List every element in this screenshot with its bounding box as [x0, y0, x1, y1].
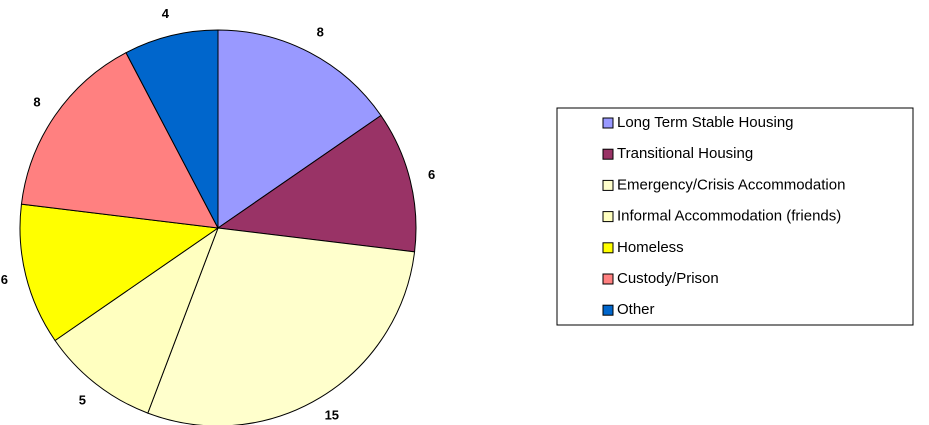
- pie-slice: [216, 114, 417, 253]
- value-label: 8: [33, 94, 40, 109]
- value-label: 8: [317, 25, 324, 40]
- legend-swatch: [602, 179, 614, 191]
- pie-slice: [217, 29, 382, 229]
- pie-slice: [54, 226, 220, 414]
- legend-label: Informal Accommodation (friends): [617, 208, 841, 225]
- legend-swatch: [602, 117, 614, 129]
- value-label: 15: [325, 408, 339, 423]
- legend-swatch: [602, 211, 614, 223]
- legend-label: Emergency/Crisis Accommodation: [617, 176, 845, 193]
- legend-swatch: [602, 273, 614, 285]
- legend-swatch: [602, 242, 614, 254]
- legend-label: Homeless: [617, 239, 684, 256]
- legend-label: Other: [617, 301, 655, 318]
- value-label: 5: [79, 393, 86, 408]
- value-label: 6: [428, 167, 435, 182]
- value-label: 4: [162, 6, 170, 21]
- legend-label: Long Term Stable Housing: [617, 114, 794, 131]
- pie-slice: [125, 29, 219, 229]
- pie-slice: [19, 203, 220, 342]
- pie-slice: [147, 227, 416, 425]
- legend-label: Custody/Prison: [617, 270, 719, 287]
- legend-swatch: [602, 148, 614, 160]
- value-label: 6: [1, 272, 8, 287]
- legend-box: [556, 107, 914, 326]
- legend-swatch: [602, 304, 614, 316]
- legend-label: Transitional Housing: [617, 145, 753, 162]
- pie-slice: [20, 52, 219, 229]
